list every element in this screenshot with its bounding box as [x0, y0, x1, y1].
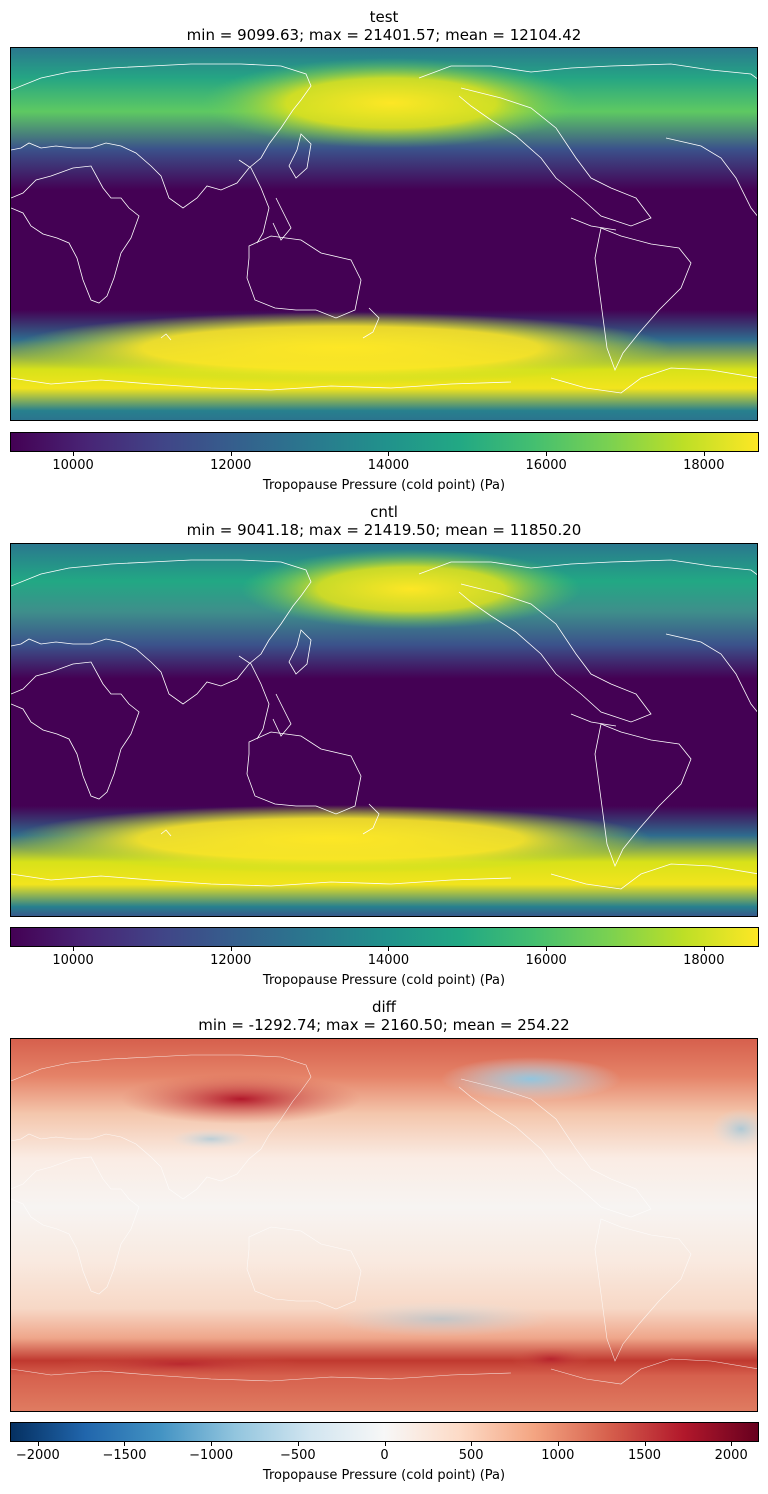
coastlines	[11, 1054, 757, 1385]
colorbar-tick-label: −1500	[102, 1448, 147, 1463]
colorbar-label: Tropopause Pressure (cold point) (Pa)	[262, 478, 506, 493]
colorbar-tick	[230, 947, 232, 951]
colorbar-tick	[731, 1442, 733, 1446]
colorbar-tick-label: 10000	[52, 953, 94, 968]
panel-stats: min = 9099.63; max = 21401.57; mean = 12…	[186, 26, 582, 44]
colorbar-tick	[557, 1442, 559, 1446]
colorbar-tick-label: 1500	[627, 1448, 662, 1463]
colorbar-tick-label: 0	[380, 1448, 389, 1463]
coastlines	[11, 559, 757, 890]
colorbar-tick	[703, 947, 705, 951]
colorbar-tick	[297, 1442, 299, 1446]
coastlines	[11, 63, 757, 394]
panel-stats: min = 9041.18; max = 21419.50; mean = 11…	[186, 521, 582, 539]
colorbar-tick-label: 18000	[683, 953, 725, 968]
colorbar-tick	[546, 947, 548, 951]
colorbar-tick	[37, 1442, 39, 1446]
colorbar-tick-label: 16000	[525, 953, 567, 968]
colorbar-tick	[211, 1442, 213, 1446]
colorbar-tick	[703, 452, 705, 456]
map-diff	[10, 1038, 758, 1412]
map-cntl	[10, 543, 758, 917]
colorbar-tick-label: 12000	[210, 953, 252, 968]
colorbar-tick-label: 1000	[541, 1448, 575, 1463]
panel-stats: min = -1292.74; max = 2160.50; mean = 25…	[198, 1016, 570, 1034]
colorbar-ticks-test: 10000 12000 14000 16000 18000	[10, 452, 759, 482]
colorbar-tick-label: 500	[458, 1448, 484, 1463]
colorbar-label: Tropopause Pressure (cold point) (Pa)	[262, 1468, 506, 1483]
colorbar-tick	[471, 1442, 473, 1446]
colorbar-tick	[124, 1442, 126, 1446]
colorbar-tick-label: 12000	[210, 458, 252, 473]
map-svg-cntl	[11, 544, 757, 916]
colorbar-tick	[388, 947, 390, 951]
panel-title: cntl	[370, 503, 398, 521]
colorbar-tick-label: 10000	[52, 458, 94, 473]
colorbar-tick-label: 2000	[714, 1448, 748, 1463]
colorbar-tick-label: 18000	[683, 458, 725, 473]
colorbar-tick-label: 14000	[367, 458, 410, 473]
colorbar-tick	[384, 1442, 386, 1446]
colorbar-diff	[10, 1422, 759, 1442]
map-svg-diff	[11, 1039, 757, 1411]
colorbar-test	[10, 432, 759, 452]
panel-title: test	[369, 8, 399, 26]
colorbar-ticks-diff: −2000 −1500 −1000 −500 0 500 1000 1500 2000	[10, 1442, 759, 1472]
colorbar-label: Tropopause Pressure (cold point) (Pa)	[262, 973, 506, 988]
colorbar-tick	[644, 1442, 646, 1446]
panel-title: diff	[371, 998, 397, 1016]
colorbar-tick-label: −2000	[15, 1448, 60, 1463]
colorbar-tick-label: −1000	[189, 1448, 234, 1463]
colorbar-tick	[73, 452, 75, 456]
map-test	[10, 47, 758, 421]
map-svg-test	[11, 48, 757, 420]
colorbar-tick-label: 16000	[525, 458, 567, 473]
colorbar-cntl	[10, 927, 759, 947]
colorbar-tick	[230, 452, 232, 456]
colorbar-tick-label: 14000	[367, 953, 410, 968]
colorbar-tick	[73, 947, 75, 951]
colorbar-tick-label: −500	[279, 1448, 316, 1463]
colorbar-tick	[546, 452, 548, 456]
colorbar-tick	[388, 452, 390, 456]
colorbar-ticks-cntl: 10000 12000 14000 16000 18000	[10, 947, 759, 977]
